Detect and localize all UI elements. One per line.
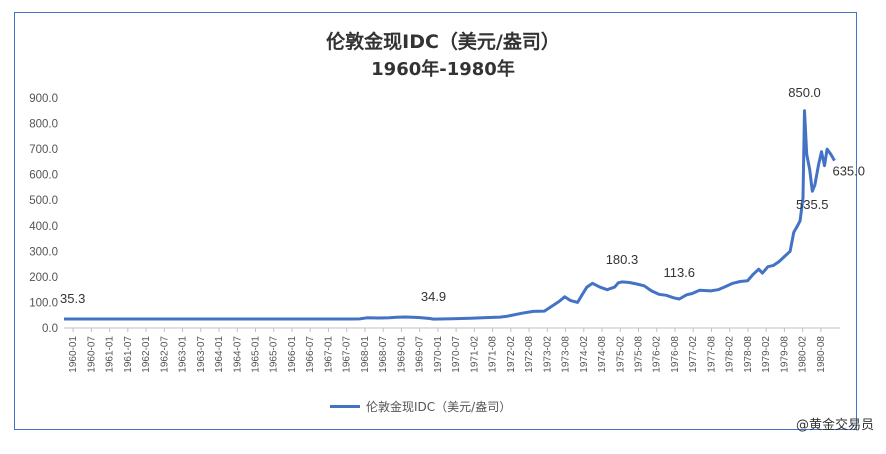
- x-tick-label: 1978-02: [725, 336, 736, 373]
- x-tick-label: 1964-01: [214, 336, 225, 373]
- y-tick-label: 500.0: [29, 195, 58, 207]
- legend: 伦敦金现IDC（美元/盎司）: [330, 398, 511, 415]
- data-label: 535.5: [796, 197, 829, 212]
- x-tick-label: 1961-01: [105, 336, 116, 373]
- x-tick-label: 1961-07: [123, 336, 134, 373]
- data-label: 635.0: [832, 164, 865, 179]
- data-label: 34.9: [421, 289, 446, 304]
- y-tick-label: 0.0: [42, 323, 58, 335]
- x-tick-label: 1973-02: [542, 336, 553, 373]
- x-tick-label: 1966-07: [305, 336, 316, 373]
- x-tick-label: 1968-07: [378, 336, 389, 373]
- x-tick-label: 1969-07: [415, 336, 426, 373]
- x-tick-label: 1965-01: [251, 336, 262, 373]
- x-tick-label: 1977-02: [688, 336, 699, 373]
- x-tick-label: 1963-01: [178, 336, 189, 373]
- y-tick-label: 200.0: [29, 272, 58, 284]
- x-tick-label: 1976-08: [670, 336, 681, 373]
- y-tick-label: 400.0: [29, 221, 58, 233]
- x-tick-label: 1967-07: [342, 336, 353, 373]
- x-tick-label: 1975-02: [615, 336, 626, 373]
- data-label: 35.3: [60, 291, 85, 306]
- gold-price-line: [64, 109, 836, 321]
- x-tick-label: 1978-08: [743, 336, 754, 373]
- x-tick-label: 1976-02: [652, 336, 663, 373]
- x-tick-label: 1970-01: [433, 336, 444, 373]
- data-label: 850.0: [788, 85, 821, 100]
- x-tick-label: 1977-08: [706, 336, 717, 373]
- x-tick-label: 1964-07: [232, 336, 243, 373]
- x-tick-label: 1974-02: [579, 336, 590, 373]
- watermark-text: @黄金交易员: [795, 418, 874, 433]
- x-tick-label: 1963-07: [196, 336, 207, 373]
- x-tick-label: 1975-08: [634, 336, 645, 373]
- x-tick-label: 1971-08: [488, 336, 499, 373]
- chart-subtitle: 1960年-1980年: [371, 59, 515, 80]
- y-tick-label: 900.0: [29, 93, 58, 105]
- y-tick-label: 600.0: [29, 170, 58, 182]
- x-tick-label: 1979-02: [761, 336, 772, 373]
- chart-title: 伦敦金现IDC（美元/盎司）: [326, 31, 560, 53]
- x-tick-label: 1974-08: [597, 336, 608, 373]
- x-tick-label: 1967-01: [323, 336, 334, 373]
- x-tick-label: 1969-01: [396, 336, 407, 373]
- y-tick-label: 700.0: [29, 144, 58, 156]
- x-tick-label: 1972-02: [506, 336, 517, 373]
- x-tick-label: 1980-02: [798, 336, 809, 373]
- legend-swatch: [330, 405, 360, 408]
- data-label: 113.6: [663, 265, 695, 280]
- x-tick-label: 1965-07: [269, 336, 280, 373]
- x-tick-label: 1960-01: [68, 336, 79, 373]
- y-tick-label: 300.0: [29, 246, 58, 258]
- x-tick-label: 1962-01: [141, 336, 152, 373]
- x-tick-label: 1962-07: [159, 336, 170, 373]
- x-tick-label: 1971-02: [469, 336, 480, 373]
- x-tick-label: 1979-08: [779, 336, 790, 373]
- chart-frame: [14, 12, 857, 430]
- x-tick-label: 1966-01: [287, 336, 298, 373]
- y-tick-label: 800.0: [29, 119, 58, 131]
- legend-label: 伦敦金现IDC（美元/盎司）: [366, 400, 512, 414]
- x-tick-label: 1968-01: [360, 336, 371, 373]
- data-label: 180.3: [606, 252, 639, 267]
- x-tick-label: 1972-08: [524, 336, 535, 373]
- x-tick-label: 1973-08: [561, 336, 572, 373]
- y-tick-label: 100.0: [29, 297, 58, 309]
- x-tick-label: 1980-08: [816, 336, 827, 373]
- x-tick-label: 1970-07: [451, 336, 462, 373]
- x-tick-label: 1960-07: [86, 336, 97, 373]
